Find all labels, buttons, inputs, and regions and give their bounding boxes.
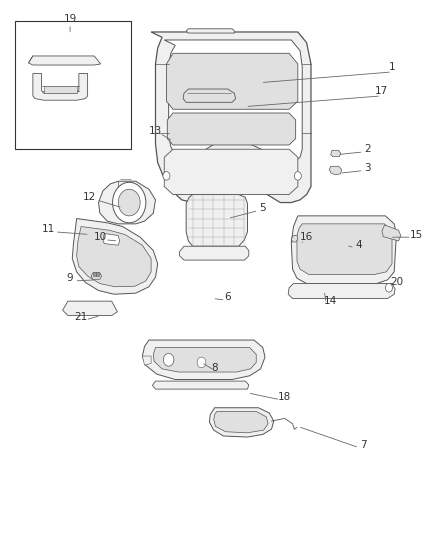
Text: 12: 12 (83, 192, 96, 202)
Text: 4: 4 (356, 240, 363, 250)
Polygon shape (180, 246, 249, 260)
Text: 21: 21 (74, 312, 88, 322)
Circle shape (197, 357, 206, 368)
Polygon shape (186, 195, 247, 246)
Text: 3: 3 (364, 163, 371, 173)
Polygon shape (151, 32, 311, 203)
Polygon shape (382, 225, 401, 241)
Text: 8: 8 (211, 363, 218, 373)
Text: 2: 2 (364, 144, 371, 154)
Polygon shape (186, 29, 234, 33)
Text: 10: 10 (94, 232, 107, 242)
Circle shape (163, 172, 170, 180)
Text: 15: 15 (410, 230, 423, 239)
Polygon shape (331, 150, 341, 157)
Polygon shape (99, 181, 155, 224)
Text: 18: 18 (278, 392, 291, 402)
Polygon shape (291, 216, 396, 284)
Polygon shape (297, 224, 392, 274)
Polygon shape (167, 113, 296, 145)
Circle shape (294, 172, 301, 180)
Polygon shape (183, 89, 236, 102)
Polygon shape (291, 236, 298, 242)
Polygon shape (33, 74, 88, 100)
Bar (15, 21, 131, 149)
Polygon shape (164, 40, 302, 163)
Bar (93, 272, 96, 276)
Text: 1: 1 (389, 62, 396, 71)
Polygon shape (152, 381, 249, 389)
Polygon shape (63, 301, 117, 316)
Polygon shape (164, 149, 298, 195)
Text: 11: 11 (42, 224, 55, 234)
Polygon shape (142, 356, 151, 365)
Polygon shape (72, 219, 158, 294)
Text: 5: 5 (259, 203, 266, 213)
Circle shape (385, 284, 392, 292)
Polygon shape (214, 411, 268, 433)
Polygon shape (166, 53, 298, 109)
Text: 19: 19 (64, 14, 77, 24)
Text: 14: 14 (324, 296, 337, 306)
Text: 9: 9 (67, 273, 74, 283)
Polygon shape (209, 408, 274, 437)
Text: 7: 7 (360, 440, 367, 450)
Bar (96, 272, 99, 276)
Text: 13: 13 (149, 126, 162, 135)
Circle shape (118, 189, 140, 216)
Text: 20: 20 (390, 278, 403, 287)
Circle shape (163, 353, 174, 366)
Circle shape (113, 182, 146, 223)
Polygon shape (103, 233, 120, 245)
Text: 6: 6 (224, 293, 231, 302)
Polygon shape (329, 166, 342, 175)
Polygon shape (77, 227, 151, 287)
Polygon shape (28, 56, 101, 65)
Polygon shape (91, 273, 102, 279)
Polygon shape (142, 340, 265, 379)
Polygon shape (44, 86, 77, 93)
Polygon shape (153, 348, 256, 372)
Text: 17: 17 (374, 86, 388, 95)
Text: 16: 16 (300, 232, 313, 242)
Polygon shape (288, 284, 395, 298)
